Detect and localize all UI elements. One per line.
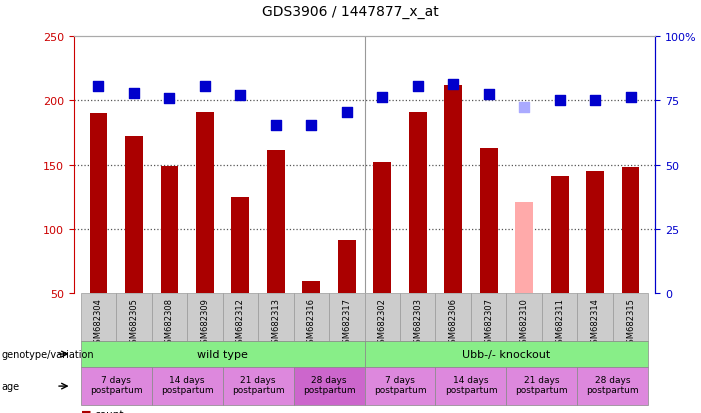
Text: 14 days
postpartum: 14 days postpartum xyxy=(444,375,497,394)
FancyBboxPatch shape xyxy=(506,293,542,341)
Text: GSM682313: GSM682313 xyxy=(271,297,280,348)
Text: 7 days
postpartum: 7 days postpartum xyxy=(374,375,426,394)
Text: GSM682307: GSM682307 xyxy=(484,297,494,348)
Point xyxy=(554,98,565,104)
Text: 21 days
postpartum: 21 days postpartum xyxy=(232,375,285,394)
Text: GSM682302: GSM682302 xyxy=(378,297,387,348)
Point xyxy=(306,122,317,129)
Text: count: count xyxy=(95,409,124,413)
Bar xyxy=(515,202,533,293)
Text: GSM682308: GSM682308 xyxy=(165,297,174,348)
Text: GSM682311: GSM682311 xyxy=(555,297,564,348)
FancyBboxPatch shape xyxy=(81,368,151,405)
Text: 21 days
postpartum: 21 days postpartum xyxy=(516,375,569,394)
FancyBboxPatch shape xyxy=(506,368,578,405)
FancyBboxPatch shape xyxy=(187,293,223,341)
FancyBboxPatch shape xyxy=(400,293,435,341)
Point xyxy=(341,109,353,116)
FancyBboxPatch shape xyxy=(365,368,435,405)
Text: GSM682317: GSM682317 xyxy=(342,297,351,348)
Bar xyxy=(444,86,462,293)
Text: 28 days
postpartum: 28 days postpartum xyxy=(587,375,639,394)
Text: age: age xyxy=(1,381,20,391)
Bar xyxy=(586,171,604,293)
Text: GSM682316: GSM682316 xyxy=(307,297,316,348)
FancyBboxPatch shape xyxy=(294,368,365,405)
FancyBboxPatch shape xyxy=(151,368,223,405)
FancyBboxPatch shape xyxy=(578,293,613,341)
Bar xyxy=(196,113,214,293)
Text: 28 days
postpartum: 28 days postpartum xyxy=(303,375,355,394)
Point xyxy=(164,95,175,102)
Point xyxy=(376,94,388,101)
Bar xyxy=(551,177,569,293)
Text: wild type: wild type xyxy=(197,349,248,359)
Text: GSM682305: GSM682305 xyxy=(130,297,138,348)
FancyBboxPatch shape xyxy=(81,341,365,368)
Point xyxy=(519,104,530,111)
Point xyxy=(199,84,210,90)
FancyBboxPatch shape xyxy=(81,293,116,341)
Text: ■: ■ xyxy=(81,409,91,413)
Text: GSM682312: GSM682312 xyxy=(236,297,245,348)
Bar xyxy=(338,241,355,293)
Text: GSM682303: GSM682303 xyxy=(413,297,422,348)
Bar xyxy=(302,282,320,293)
FancyBboxPatch shape xyxy=(365,341,648,368)
FancyBboxPatch shape xyxy=(223,293,258,341)
Bar xyxy=(125,137,143,293)
FancyBboxPatch shape xyxy=(613,293,648,341)
FancyBboxPatch shape xyxy=(578,368,648,405)
Bar xyxy=(267,151,285,293)
Text: GSM682309: GSM682309 xyxy=(200,297,210,348)
Text: GDS3906 / 1447877_x_at: GDS3906 / 1447877_x_at xyxy=(262,5,439,19)
Text: genotype/variation: genotype/variation xyxy=(1,349,94,359)
Point xyxy=(93,84,104,90)
Point xyxy=(270,122,281,129)
Point xyxy=(625,94,637,101)
FancyBboxPatch shape xyxy=(223,368,294,405)
Point xyxy=(448,81,459,88)
Bar xyxy=(479,149,498,293)
Point xyxy=(590,98,601,104)
Bar xyxy=(90,114,107,293)
Bar xyxy=(622,168,639,293)
FancyBboxPatch shape xyxy=(258,293,294,341)
Bar xyxy=(409,113,427,293)
FancyBboxPatch shape xyxy=(116,293,151,341)
Text: 7 days
postpartum: 7 days postpartum xyxy=(90,375,142,394)
FancyBboxPatch shape xyxy=(435,368,506,405)
Text: GSM682310: GSM682310 xyxy=(519,297,529,348)
Text: GSM682315: GSM682315 xyxy=(626,297,635,348)
Point xyxy=(412,84,423,90)
Text: GSM682314: GSM682314 xyxy=(591,297,599,348)
FancyBboxPatch shape xyxy=(329,293,365,341)
FancyBboxPatch shape xyxy=(365,293,400,341)
Point xyxy=(235,93,246,100)
FancyBboxPatch shape xyxy=(471,293,506,341)
Text: 14 days
postpartum: 14 days postpartum xyxy=(161,375,213,394)
FancyBboxPatch shape xyxy=(435,293,471,341)
Text: GSM682304: GSM682304 xyxy=(94,297,103,348)
Bar xyxy=(231,197,250,293)
Text: Ubb-/- knockout: Ubb-/- knockout xyxy=(462,349,550,359)
Bar xyxy=(161,166,178,293)
Bar xyxy=(374,163,391,293)
FancyBboxPatch shape xyxy=(294,293,329,341)
FancyBboxPatch shape xyxy=(542,293,578,341)
Point xyxy=(483,91,494,98)
Point xyxy=(128,90,139,97)
Text: GSM682306: GSM682306 xyxy=(449,297,458,348)
FancyBboxPatch shape xyxy=(151,293,187,341)
